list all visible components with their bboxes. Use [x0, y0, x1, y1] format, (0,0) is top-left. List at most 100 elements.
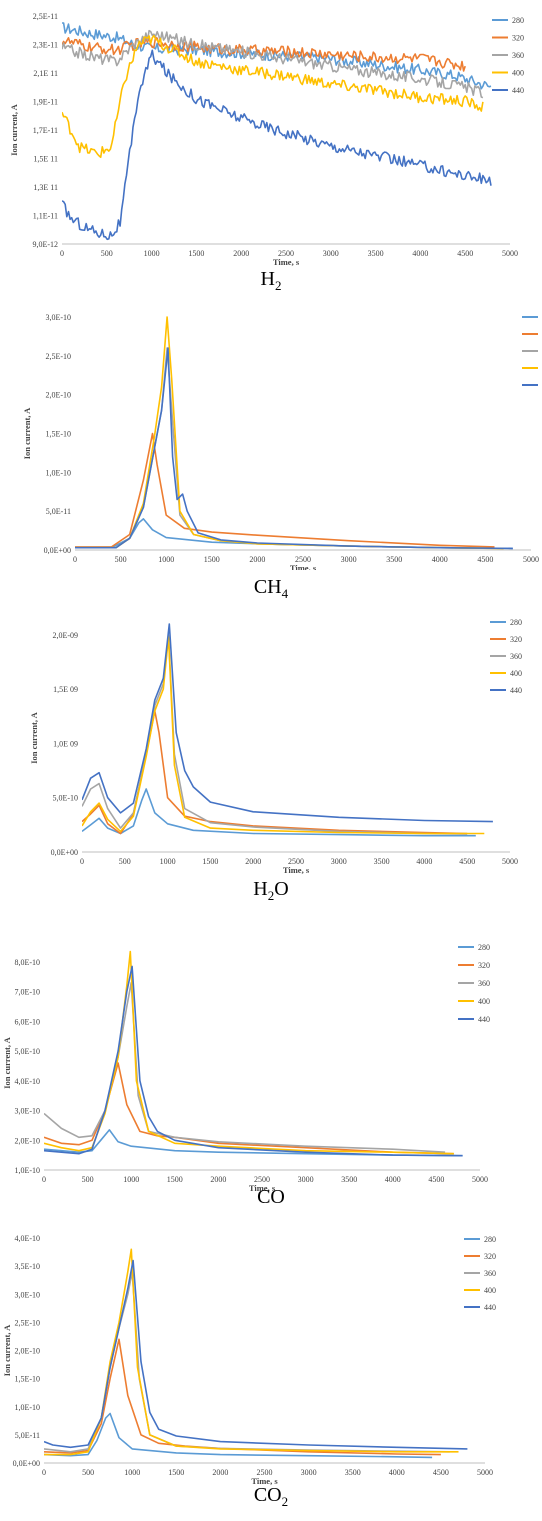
series-line-320 [44, 1062, 454, 1155]
legend-label-440: 440 [484, 1303, 496, 1312]
y-tick-label: 2,5E-10 [45, 352, 71, 361]
x-tick-label: 4000 [412, 249, 428, 258]
y-tick-label: 1,1E-11 [33, 212, 58, 221]
chart-co: 0 500 1000 1500 2000 2500 3000 3500 4000 4500 5000… [2, 943, 490, 1193]
x-tick-label: 3500 [368, 249, 384, 258]
x-tick-label: 3500 [374, 857, 390, 866]
y-tick-label: 6,0E-10 [14, 1017, 40, 1026]
y-tick-label: 0,0E+00 [44, 546, 71, 555]
series-line-400 [44, 1248, 459, 1456]
x-tick-label: 5000 [472, 1175, 488, 1184]
x-tick-label: 2500 [257, 1468, 273, 1477]
y-tick-label: 5,0E-11 [46, 507, 71, 516]
chart-panel-h2o: 0 500 1000 1500 2000 2500 3000 3500 4000 4500 5000… [0, 612, 542, 903]
legend-label-440: 440 [478, 1015, 490, 1024]
x-tick-label: 1000 [124, 1468, 140, 1477]
x-tick-label: 0 [60, 249, 64, 258]
y-tick-label: 4,0E-10 [14, 1234, 40, 1243]
series-line-440 [44, 1259, 468, 1450]
x-tick-label: 1500 [168, 1468, 184, 1477]
legend-label-280: 280 [512, 16, 524, 25]
series-line-440 [62, 49, 492, 241]
series-line-320 [82, 710, 468, 835]
legend-label-360: 360 [478, 979, 490, 988]
chart-co2: 0 500 1000 1500 2000 2500 3000 3500 4000 4500 5000… [2, 1234, 496, 1486]
chart-panel-co2: 0 500 1000 1500 2000 2500 3000 3500 4000 4500 5000… [0, 1228, 542, 1521]
series-line-280 [44, 1129, 463, 1157]
x-tick-label: 2000 [210, 1175, 226, 1184]
series-line-360 [44, 1270, 450, 1453]
y-tick-label: 1,0E-10 [45, 468, 71, 477]
series-line-400 [75, 316, 504, 550]
x-tick-label: 4000 [385, 1175, 401, 1184]
x-tick-label: 0 [42, 1175, 46, 1184]
x-tick-label: 1500 [202, 857, 218, 866]
y-tick-label: 8,0E-10 [14, 958, 40, 967]
chart-h2o: 0 500 1000 1500 2000 2500 3000 3500 4000 4500 5000… [29, 618, 522, 875]
x-tick-label: 0 [73, 555, 77, 564]
legend-label-280: 280 [510, 618, 522, 627]
legend-label-320: 320 [478, 961, 490, 970]
y-tick-label: 2,1E 11 [33, 69, 58, 78]
legend-label-400: 400 [478, 997, 490, 1006]
y-tick-label: 1,5E 09 [53, 685, 78, 694]
y-tick-label: 5,0E-11 [15, 1431, 40, 1440]
y-tick-label: 3,5E-10 [14, 1262, 40, 1271]
legend-label-280: 280 [484, 1235, 496, 1244]
y-tick-label: 1,0E 09 [53, 739, 78, 748]
y-tick-label: 1,5E-10 [14, 1375, 40, 1384]
y-tick-label: 9,0E-12 [32, 240, 58, 249]
x-tick-label: 1500 [188, 249, 204, 258]
chart-caption-ch4: CH4 [253, 576, 289, 601]
y-axis-label: Ion current, A [22, 407, 32, 459]
y-tick-label: 2,0E-10 [45, 391, 71, 400]
x-axis-label: Time, s [249, 1183, 276, 1193]
legend-label-440: 440 [510, 686, 522, 695]
x-axis-label: Time, s [283, 865, 310, 875]
x-axis-label: Time, s [290, 563, 317, 570]
x-tick-label: 1500 [204, 555, 220, 564]
x-tick-label: 3500 [341, 1175, 357, 1184]
y-tick-label: 5,0E-10 [52, 794, 78, 803]
x-tick-label: 0 [80, 857, 84, 866]
x-tick-label: 2500 [288, 857, 304, 866]
series-line-400 [44, 950, 454, 1155]
x-tick-label: 4500 [459, 857, 475, 866]
x-tick-label: 3500 [386, 555, 402, 564]
chart-caption-co2: CO2 [253, 1484, 289, 1509]
x-tick-label: 1000 [144, 249, 160, 258]
legend-label-400: 400 [484, 1286, 496, 1295]
y-tick-label: 1,9E-11 [33, 98, 58, 107]
y-axis-label: Ion current, A [2, 1036, 12, 1088]
y-tick-label: 4,0E-10 [14, 1077, 40, 1086]
x-tick-label: 2000 [245, 857, 261, 866]
chart-panel-ch4: 0 500 1000 1500 2000 2500 3000 3500 4000 4500 5000… [0, 302, 542, 602]
y-tick-label: 7,0E-10 [14, 988, 40, 997]
series-line-320 [44, 1338, 441, 1456]
chart-panel-h2: 0 500 1000 1500 2000 2500 3000 3500 4000 4500 5000… [0, 0, 542, 300]
y-tick-label: 2,0E-09 [52, 631, 78, 640]
chart-caption-co: CO [257, 1186, 285, 1208]
y-tick-label: 1,7E-11 [33, 126, 58, 135]
x-tick-label: 2500 [295, 555, 311, 564]
legend-label-320: 320 [512, 34, 524, 43]
legend-label-320: 320 [484, 1252, 496, 1261]
x-tick-label: 5000 [477, 1468, 493, 1477]
x-tick-label: 2000 [249, 555, 265, 564]
y-tick-label: 5,0E-10 [14, 1047, 40, 1056]
y-tick-label: 1,3E 11 [33, 183, 58, 192]
x-tick-label: 3000 [298, 1175, 314, 1184]
y-tick-label: 2,3E-11 [33, 41, 58, 50]
y-tick-label: 2,5E-10 [14, 1318, 40, 1327]
x-tick-label: 4000 [389, 1468, 405, 1477]
chart-ch4: 0 500 1000 1500 2000 2500 3000 3500 4000 4500 5000… [22, 313, 539, 570]
legend-label-360: 360 [512, 51, 524, 60]
x-tick-label: 3000 [341, 555, 357, 564]
chart-h2: 0 500 1000 1500 2000 2500 3000 3500 4000 4500 5000… [9, 12, 524, 267]
chart-caption-h2: H2 [260, 268, 282, 293]
legend-label-440: 440 [512, 86, 524, 95]
x-tick-label: 1500 [167, 1175, 183, 1184]
series-line-280 [44, 1412, 433, 1459]
x-axis-label: Time, s [251, 1476, 278, 1486]
y-tick-label: 1,5E 11 [33, 155, 58, 164]
